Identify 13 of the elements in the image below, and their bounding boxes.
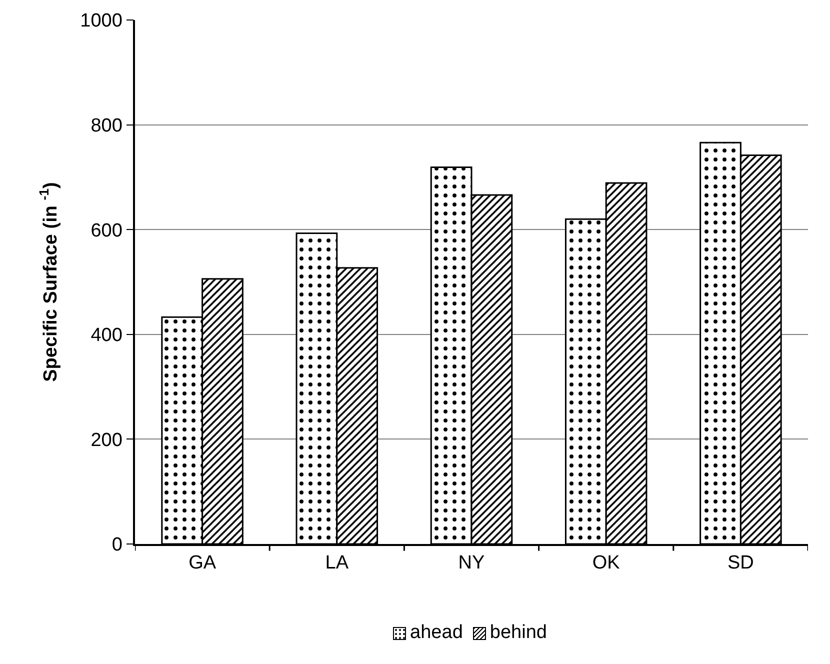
y-tick-label: 600 xyxy=(90,220,122,242)
y-tick-label: 0 xyxy=(112,534,122,556)
y-tick-label: 400 xyxy=(90,325,122,346)
x-tick-label: NY xyxy=(458,552,486,574)
y-tick-label: 800 xyxy=(90,115,122,136)
legend-label: behind xyxy=(490,622,547,644)
y-tick-label: 200 xyxy=(90,430,122,451)
x-tick-label: GA xyxy=(188,552,216,574)
x-tick-label: OK xyxy=(592,552,620,574)
legend-label: ahead xyxy=(410,622,463,644)
x-tick-label: LA xyxy=(325,552,349,574)
y-tick-label: 1000 xyxy=(80,10,122,32)
x-tick-label: SD xyxy=(727,552,754,574)
